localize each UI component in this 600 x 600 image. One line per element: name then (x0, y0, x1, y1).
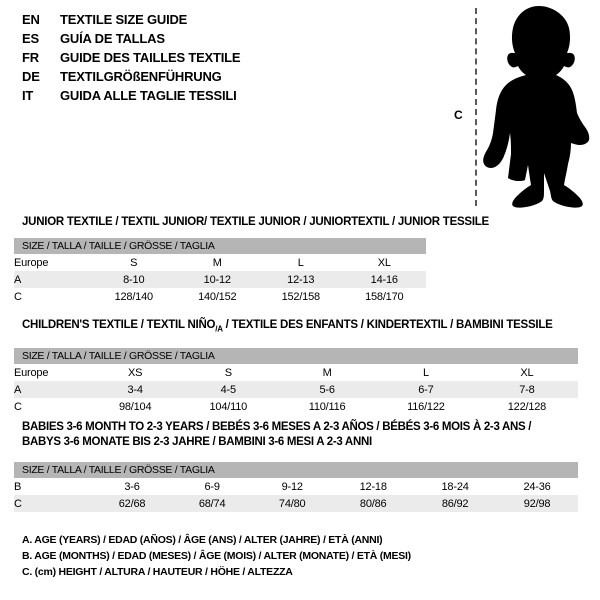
babies-title-line1: BABIES 3-6 MONTH TO 2-3 YEARS / BEBÉS 3-… (22, 421, 532, 433)
babies-band-label: SIZE / TALLA / TAILLE / GRÖSSE / TAGLIA (14, 462, 578, 478)
children-row-a-v1: 4-5 (178, 381, 279, 398)
language-title-es: GUÍA DE TALLAS (60, 31, 165, 46)
children-table-band: SIZE / TALLA / TAILLE / GRÖSSE / TAGLIA (14, 348, 578, 364)
junior-row-europe-v3: XL (342, 254, 426, 271)
junior-row-c-v1: 140/152 (175, 288, 259, 305)
children-row-europe-label: Europe (14, 364, 92, 381)
children-row-a-v3: 6-7 (375, 381, 476, 398)
language-code-en: EN (22, 12, 40, 27)
junior-row-europe-v0: S (92, 254, 176, 271)
children-row-c-v1: 104/110 (178, 398, 279, 415)
junior-table-band: SIZE / TALLA / TAILLE / GRÖSSE / TAGLIA (14, 238, 426, 254)
section-title-children: CHILDREN'S TEXTILE / TEXTIL NIÑO/A / TEX… (22, 319, 553, 333)
babies-row-c-v5: 92/98 (496, 495, 578, 512)
children-title-pre: CHILDREN'S TEXTILE / TEXTIL NIÑO (22, 319, 216, 331)
language-code-de: DE (22, 69, 40, 84)
babies-table-band: SIZE / TALLA / TAILLE / GRÖSSE / TAGLIA (14, 462, 578, 478)
junior-row-europe-v1: M (175, 254, 259, 271)
height-dashed-line (475, 8, 477, 206)
language-row-de: DE TEXTILGRÖßENFÜHRUNG (22, 69, 422, 88)
children-row-c-v0: 98/104 (92, 398, 179, 415)
junior-row-a-label: A (14, 271, 92, 288)
junior-size-table: SIZE / TALLA / TAILLE / GRÖSSE / TAGLIA … (14, 238, 426, 305)
babies-row-b-v2: 9-12 (252, 478, 333, 495)
language-code-es: ES (22, 31, 39, 46)
table-row: C 62/68 68/74 74/80 80/86 86/92 92/98 (14, 495, 578, 512)
children-title-sub: /A (215, 324, 223, 334)
height-measure-label: C (454, 108, 463, 122)
babies-row-b-v4: 18-24 (414, 478, 497, 495)
junior-row-c-label: C (14, 288, 92, 305)
language-row-en: EN TEXTILE SIZE GUIDE (22, 12, 422, 31)
children-row-a-v2: 5-6 (278, 381, 376, 398)
table-row: C 128/140 140/152 152/158 158/170 (14, 288, 426, 305)
section-title-junior: JUNIOR TEXTILE / TEXTIL JUNIOR/ TEXTILE … (22, 216, 489, 228)
babies-size-table: SIZE / TALLA / TAILLE / GRÖSSE / TAGLIA … (14, 462, 578, 512)
babies-row-c-v0: 62/68 (92, 495, 173, 512)
legend-line-a: A. AGE (YEARS) / EDAD (AÑOS) / ÂGE (ANS)… (22, 534, 383, 546)
language-row-es: ES GUÍA DE TALLAS (22, 31, 422, 50)
children-row-a-v4: 7-8 (475, 381, 578, 398)
height-figure-area: C (440, 4, 600, 209)
legend-line-b: B. AGE (MONTHS) / EDAD (MESES) / ÂGE (MO… (22, 550, 411, 562)
table-row: Europe XS S M L XL (14, 364, 578, 381)
junior-row-europe-v2: L (259, 254, 343, 271)
table-row: C 98/104 104/110 110/116 116/122 122/128 (14, 398, 578, 415)
junior-band-label: SIZE / TALLA / TAILLE / GRÖSSE / TAGLIA (14, 238, 426, 254)
babies-row-b-label: B (14, 478, 92, 495)
children-row-c-label: C (14, 398, 92, 415)
babies-row-b-v3: 12-18 (332, 478, 415, 495)
children-row-europe-v4: XL (475, 364, 578, 381)
babies-row-c-label: C (14, 495, 92, 512)
language-title-en: TEXTILE SIZE GUIDE (60, 12, 188, 27)
children-row-europe-v0: XS (92, 364, 179, 381)
language-row-it: IT GUIDA ALLE TAGLIE TESSILI (22, 88, 422, 107)
children-row-a-v0: 3-4 (92, 381, 179, 398)
language-title-de: TEXTILGRÖßENFÜHRUNG (60, 69, 222, 84)
babies-row-c-v1: 68/74 (172, 495, 253, 512)
babies-row-b-v0: 3-6 (92, 478, 173, 495)
children-row-europe-v2: M (278, 364, 376, 381)
table-row: Europe S M L XL (14, 254, 426, 271)
language-title-fr: GUIDE DES TAILLES TEXTILE (60, 50, 241, 65)
children-band-label: SIZE / TALLA / TAILLE / GRÖSSE / TAGLIA (14, 348, 578, 364)
junior-row-c-v2: 152/158 (259, 288, 343, 305)
junior-row-a-v0: 8-10 (92, 271, 176, 288)
section-title-babies: BABIES 3-6 MONTH TO 2-3 YEARS / BEBÉS 3-… (22, 420, 532, 450)
children-row-c-v3: 116/122 (375, 398, 476, 415)
babies-row-b-v1: 6-9 (172, 478, 253, 495)
babies-row-c-v2: 74/80 (252, 495, 333, 512)
junior-row-a-v2: 12-13 (259, 271, 343, 288)
children-row-c-v2: 110/116 (278, 398, 376, 415)
children-row-europe-v1: S (178, 364, 279, 381)
children-row-a-label: A (14, 381, 92, 398)
junior-row-europe-label: Europe (14, 254, 92, 271)
junior-row-a-v3: 14-16 (342, 271, 426, 288)
children-row-c-v4: 122/128 (475, 398, 578, 415)
table-row: B 3-6 6-9 9-12 12-18 18-24 24-36 (14, 478, 578, 495)
table-row: A 3-4 4-5 5-6 6-7 7-8 (14, 381, 578, 398)
table-row: A 8-10 10-12 12-13 14-16 (14, 271, 426, 288)
legend-block: A. AGE (YEARS) / EDAD (AÑOS) / ÂGE (ANS)… (22, 532, 411, 580)
children-title-post: / TEXTILE DES ENFANTS / KINDERTEXTIL / B… (222, 319, 553, 331)
junior-row-c-v0: 128/140 (92, 288, 176, 305)
junior-row-a-v1: 10-12 (175, 271, 259, 288)
babies-row-c-v4: 86/92 (414, 495, 497, 512)
child-silhouette-icon (483, 6, 590, 208)
language-title-it: GUIDA ALLE TAGLIE TESSILI (60, 88, 237, 103)
babies-row-c-v3: 80/86 (332, 495, 415, 512)
babies-title-line2: BABYS 3-6 MONATE BIS 2-3 JAHRE / BAMBINI… (22, 436, 372, 448)
language-code-fr: FR (22, 50, 39, 65)
children-size-table: SIZE / TALLA / TAILLE / GRÖSSE / TAGLIA … (14, 348, 578, 415)
legend-line-c: C. (cm) HEIGHT / ALTURA / HAUTEUR / HÖHE… (22, 566, 293, 578)
children-row-europe-v3: L (375, 364, 476, 381)
language-title-block: EN TEXTILE SIZE GUIDE ES GUÍA DE TALLAS … (22, 12, 422, 107)
language-row-fr: FR GUIDE DES TAILLES TEXTILE (22, 50, 422, 69)
babies-row-b-v5: 24-36 (496, 478, 578, 495)
junior-row-c-v3: 158/170 (342, 288, 426, 305)
language-code-it: IT (22, 88, 34, 103)
